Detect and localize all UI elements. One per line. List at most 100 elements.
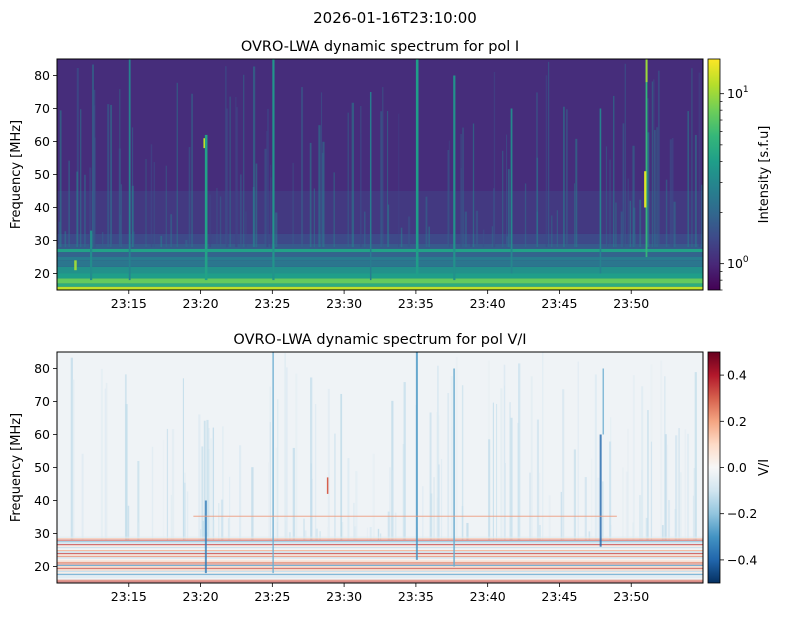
stokes-i-faint-streak [493,188,495,248]
stokes-i-faint-streak [320,92,323,248]
stokes-i-faint-streak [347,112,349,248]
stokes-i-faint-streak [482,229,485,248]
stokes-i-faint-streak [639,199,642,248]
stokes-i-frequency-band [57,278,703,284]
stokes-i-x-tick-label: 23:15 [111,296,147,311]
panel-stokes-vi: OVRO-LWA dynamic spectrum for pol V/I 23… [9,332,772,604]
stokes-vi-faint-streak [227,518,230,541]
stokes-i-faint-streak [76,171,79,248]
stokes-vi-y-ticks: 20 30 40 50 60 70 80 [34,361,57,574]
stokes-i-frequency-band [57,252,703,257]
stokes-vi-faint-streak [182,378,184,541]
stokes-vi-faint-streak [327,388,330,541]
stokes-i-faint-streak [700,184,703,248]
stokes-i-faint-streak [691,68,693,248]
stokes-i-x-ticks: 23:15 23:20 23:25 23:30 23:35 23:40 23:45 23:50 [111,290,649,311]
stokes-vi-faint-streak [518,363,521,541]
stokes-vi-faint-streak [692,495,695,541]
stokes-vi-faint-streak [213,520,215,541]
stokes-vi-frequency-stripe [57,538,703,540]
stokes-i-burst [453,75,456,281]
stokes-vi-burst [272,352,274,574]
stokes-i-burst [369,92,372,281]
stokes-i-faint-streak [309,142,312,248]
stokes-vi-faint-streak [496,403,498,541]
panel-stokes-i: OVRO-LWA dynamic spectrum for pol I 23:1… [9,39,772,311]
stokes-i-faint-streak [252,66,256,248]
stokes-i-faint-streak [687,111,689,248]
stokes-i-faint-streak [620,211,623,248]
stokes-vi-background [57,352,703,583]
stokes-i-faint-streak [225,66,227,248]
stokes-i-faint-streak [656,127,658,248]
stokes-i-faint-streak [536,92,538,248]
stokes-vi-faint-streak [166,428,169,541]
stokes-vi-faint-streak [438,464,440,541]
stokes-vi-faint-streak [678,428,680,541]
stokes-i-faint-streak [398,113,400,248]
stokes-vi-faint-streak [304,530,307,541]
stokes-vi-burst [415,352,418,560]
stokes-vi-faint-streak [538,525,541,541]
stokes-vi-faint-streak [200,529,202,541]
stokes-vi-faint-streak [548,495,551,541]
stokes-vi-faint-streak [509,402,511,541]
stokes-vi-x-tick-label: 23:40 [470,589,506,604]
stokes-vi-faint-streak [440,459,443,541]
stokes-i-colorbar-tick-label: 100 [727,255,749,271]
stokes-vi-frequency-stripe [57,576,703,578]
stokes-vi-faint-streak [584,477,587,541]
stokes-vi-frequency-stripe [57,545,703,547]
stokes-vi-frequency-stripe [57,567,703,569]
stokes-i-faint-streak [267,108,269,248]
stokes-i-faint-streak [239,174,242,248]
stokes-vi-faint-streak [542,352,544,541]
stokes-vi-faint-streak [275,447,278,541]
stokes-vi-faint-streak [391,470,394,541]
stokes-i-faint-streak [563,106,565,248]
stokes-i-faint-streak [84,174,86,248]
stokes-i-faint-streak [623,203,625,248]
stokes-i-x-tick-label: 23:20 [183,296,219,311]
stokes-i-faint-streak [622,123,625,248]
stokes-vi-faint-streak [684,429,687,541]
stokes-vi-frequency-stripe [57,539,703,541]
stokes-vi-colorbar-label: V/I [757,459,772,476]
stokes-vi-faint-streak [530,376,533,541]
stokes-i-burst [415,59,419,274]
stokes-vi-frequency-stripe [57,548,703,550]
stokes-i-faint-streak [448,140,450,248]
stokes-vi-faint-streak [210,438,212,541]
stokes-vi-faint-streak [661,525,664,541]
stokes-vi-faint-streak [277,399,279,541]
stokes-vi-faint-streak [402,443,405,541]
stokes-vi-faint-streak [170,494,172,541]
stokes-vi-faint-streak [387,511,390,541]
stokes-i-faint-streak [93,105,96,248]
stokes-i-faint-streak [574,183,575,248]
stokes-vi-faint-streak [151,446,154,541]
stokes-i-faint-streak [605,146,607,248]
stokes-i-faint-streak [120,184,122,248]
stokes-vi-faint-streak [394,512,397,541]
stokes-vi-faint-streak [466,522,469,541]
stokes-i-y-tick-label: 30 [34,233,50,248]
stokes-i-faint-streak [654,234,656,248]
stokes-vi-frequency-stripe [57,581,703,583]
stokes-i-y-tick-label: 50 [34,167,50,182]
stokes-vi-faint-streak [632,375,635,541]
stokes-vi-faint-streak [680,472,682,541]
stokes-i-burst [90,230,93,281]
stokes-vi-faint-streak [239,445,242,541]
stokes-i-faint-streak [615,202,617,248]
stokes-vi-faint-streak [202,520,205,541]
stokes-vi-colorbar-tick-label: 0.2 [727,414,747,429]
stokes-i-faint-streak [59,110,62,248]
stokes-vi-faint-streak [327,527,329,541]
panel-stokes-i-title: OVRO-LWA dynamic spectrum for pol I [241,39,519,55]
stokes-vi-y-tick-label: 80 [34,361,50,376]
stokes-i-faint-streak [491,226,493,248]
stokes-i-faint-streak [400,227,403,248]
stokes-vi-y-tick-label: 60 [34,427,50,442]
stokes-vi-red-blip [326,477,329,494]
